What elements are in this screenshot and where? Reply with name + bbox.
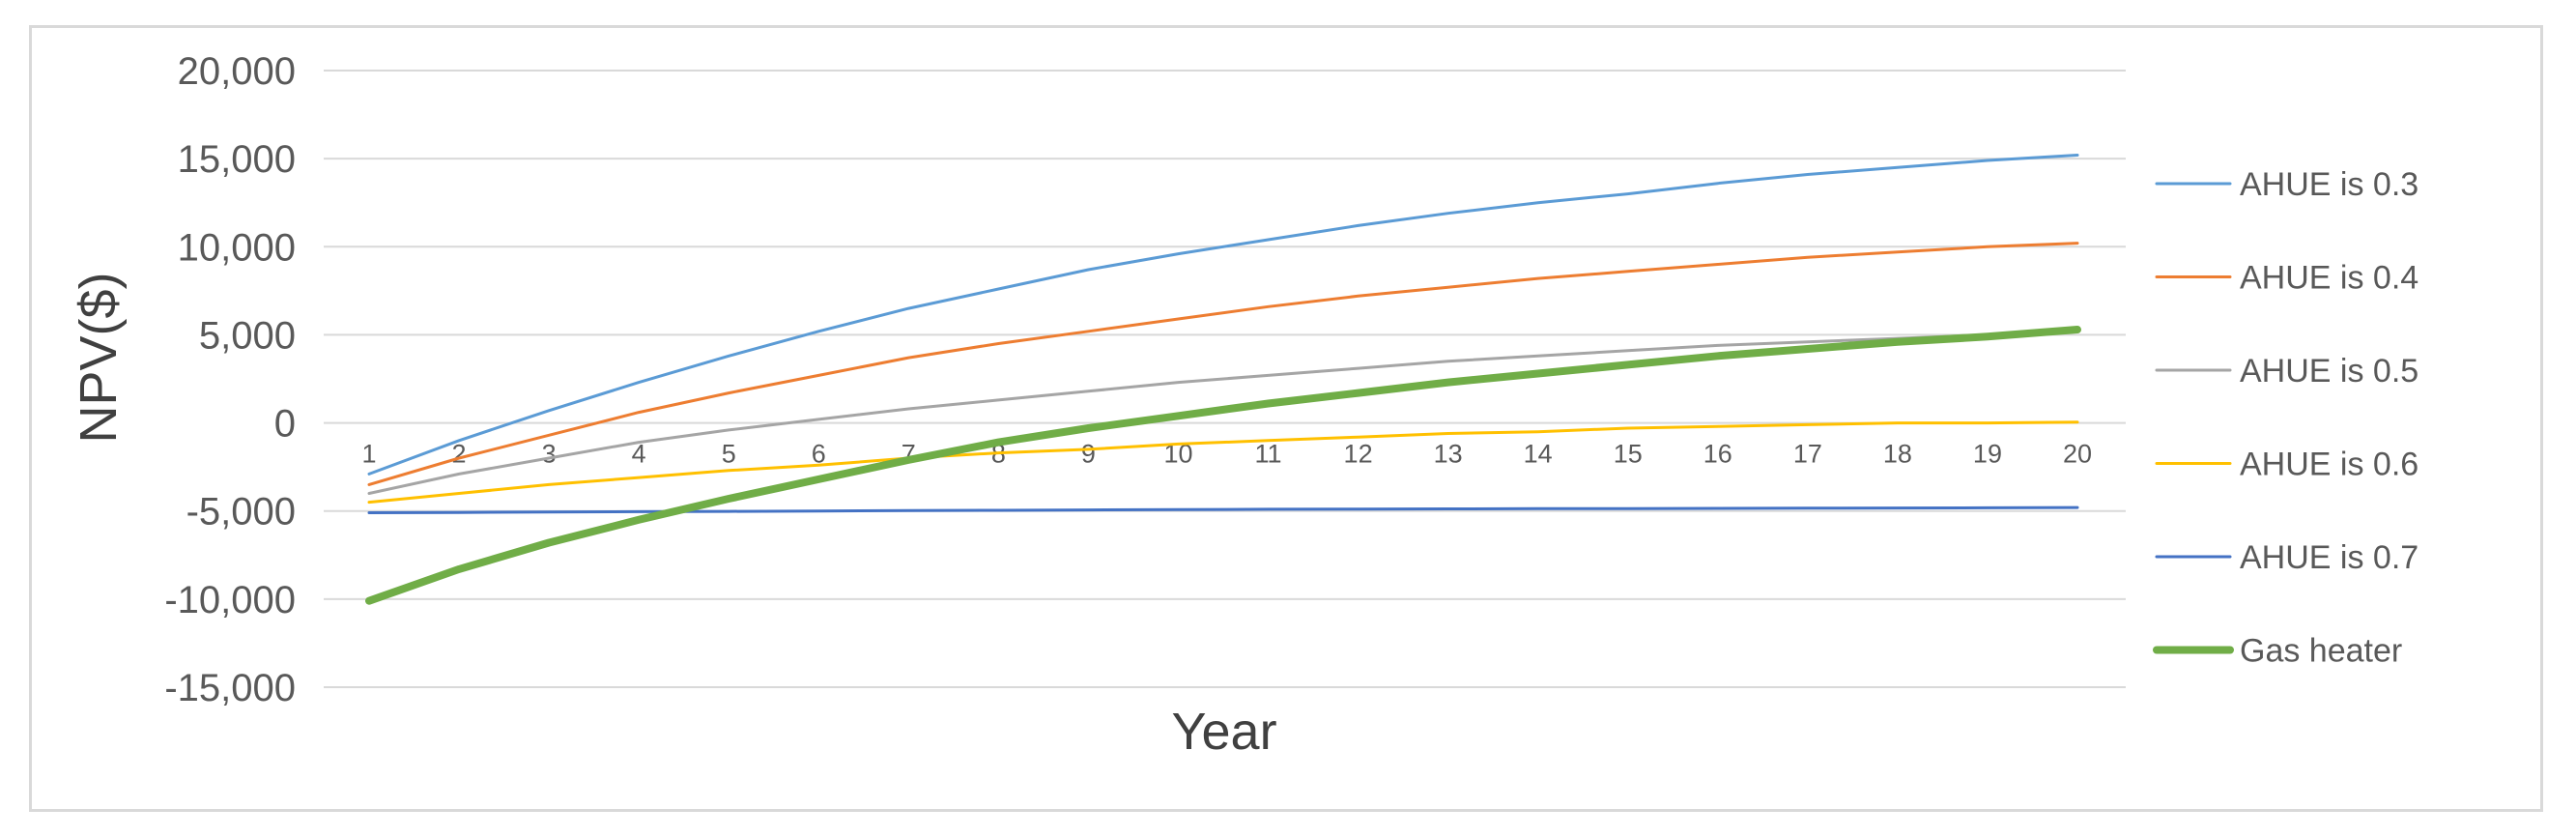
series-line-4 (367, 505, 2079, 514)
legend-entry-label: AHUE is 0.3 (2240, 166, 2419, 203)
y-tick-label: 5,000 (199, 314, 296, 357)
x-category-label: 11 (1255, 440, 1282, 469)
x-category-label: 15 (1614, 440, 1643, 469)
legend-entry-label: AHUE is 0.6 (2240, 447, 2419, 483)
y-tick-label: -5,000 (186, 491, 296, 534)
x-category-label: 13 (1434, 440, 1463, 469)
x-category-label: 2 (452, 440, 467, 469)
x-category-label: 19 (1973, 440, 2002, 469)
gridlines (324, 70, 2126, 688)
x-category-label: 6 (812, 440, 826, 469)
x-category-label: 16 (1703, 440, 1732, 469)
legend-entry-label: Gas heater (2240, 633, 2402, 670)
legend-entry-label: AHUE is 0.7 (2240, 539, 2419, 576)
series-line-0 (367, 154, 2079, 476)
series-lines (365, 154, 2081, 605)
series-line-3 (367, 420, 2079, 505)
y-axis-tick-labels: 20,000 15,000 10,000 5,000 0 -5,000 -10,000 -15… (164, 50, 296, 709)
x-category-label: 12 (1344, 440, 1373, 469)
legend: AHUE is 0.3 AHUE is 0.4 AHUE is 0.5 AHUE is… (2153, 166, 2419, 670)
x-category-label: 20 (2063, 440, 2092, 469)
y-tick-label: 20,000 (178, 50, 296, 93)
x-category-label: 3 (542, 440, 557, 469)
series-line-1 (367, 242, 2079, 486)
y-tick-label: -15,000 (164, 667, 296, 709)
x-category-label: 14 (1524, 440, 1553, 469)
x-category-label: 5 (722, 440, 736, 469)
legend-entry-label: AHUE is 0.4 (2240, 260, 2419, 297)
x-category-label: 9 (1081, 440, 1096, 469)
y-tick-label: 0 (274, 403, 296, 446)
y-tick-label: 15,000 (178, 138, 296, 181)
series-line-2 (367, 330, 2079, 495)
x-category-label: 4 (632, 440, 646, 469)
y-tick-label: 10,000 (178, 226, 296, 269)
x-axis-title: Year (1171, 703, 1276, 761)
x-category-label: 18 (1883, 440, 1912, 469)
chart-frame (29, 25, 2543, 812)
legend-entry-label: AHUE is 0.5 (2240, 353, 2419, 390)
x-category-label: 1 (361, 440, 376, 469)
y-axis-title: NPV($) (70, 272, 128, 443)
x-category-label: 17 (1793, 440, 1822, 469)
x-axis-category-labels: 1 2 3 4 5 6 7 8 9 10 11 12 13 14 15 16 17 18 19 20 (361, 440, 2092, 469)
y-tick-label: -10,000 (164, 579, 296, 621)
series-line-5 (365, 326, 2081, 605)
